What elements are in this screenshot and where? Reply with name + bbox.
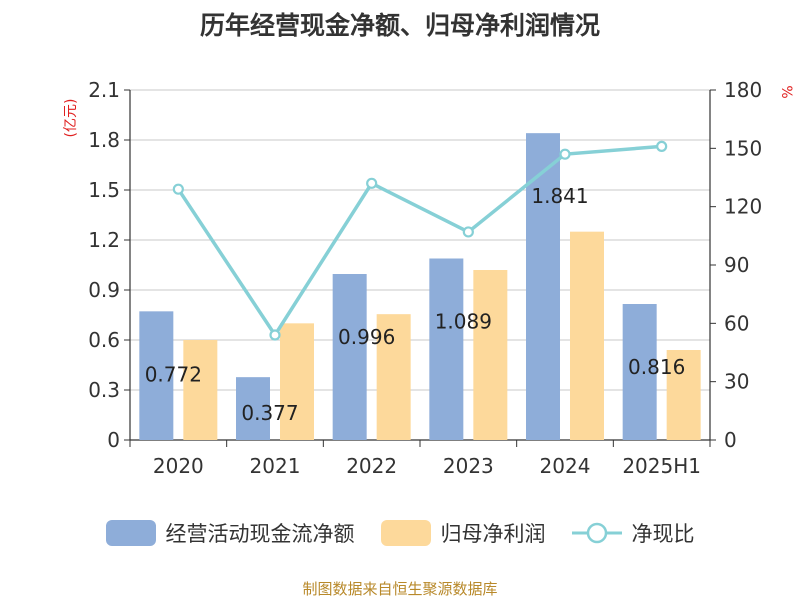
y-right-tick-label: 120	[724, 195, 762, 219]
legend-swatch-net-profit	[380, 520, 431, 546]
bar-cashflow[interactable]	[236, 377, 270, 440]
point-ratio[interactable]	[269, 329, 281, 341]
x-tick-label: 2021	[250, 454, 301, 478]
y-right-tick-label: 0	[724, 428, 737, 452]
bar-cashflow[interactable]	[139, 311, 174, 440]
bar-net-profit[interactable]	[570, 231, 604, 440]
y-left-tick-label: 1.2	[88, 228, 120, 252]
y-left-unit-label: (亿元)	[63, 99, 79, 138]
y-right-tick-label: 60	[724, 311, 749, 335]
x-tick-label: 2022	[346, 454, 397, 478]
x-tick-label: 2023	[443, 454, 494, 478]
y-right-tick-label: 150	[724, 136, 762, 160]
data-label-cashflow: 1.841	[531, 184, 588, 208]
bar-cashflow[interactable]	[429, 258, 464, 441]
data-source-note: 制图数据来自恒生聚源数据库	[302, 580, 498, 598]
legend-item-net-profit[interactable]: 归母净利润	[380, 518, 546, 548]
point-ratio[interactable]	[172, 183, 184, 195]
point-ratio[interactable]	[656, 140, 668, 152]
bar-net-profit[interactable]	[183, 340, 218, 440]
y-left-tick-label: 0.3	[88, 378, 120, 402]
point-ratio[interactable]	[462, 226, 474, 238]
chart-title: 历年经营现金净额、归母净利润情况	[199, 11, 600, 40]
point-ratio[interactable]	[366, 177, 378, 189]
chart-canvas: 0 0.3 0.6 0.9 1.2 1.5 1.8 2.1 0 30 60 90 120 150 180 (亿…	[63, 78, 794, 478]
line-ratio	[176, 144, 662, 339]
legend-label-ratio: 净现比	[631, 522, 695, 546]
data-label-cashflow: 0.377	[241, 401, 298, 425]
data-label-cashflow: 1.089	[435, 310, 492, 334]
y-left-tick-label: 2.1	[88, 78, 120, 102]
bar-cashflow[interactable]	[526, 133, 560, 440]
legend: 经营活动现金流净额 归母净利润 净现比	[0, 518, 800, 548]
legend-label-net-profit: 归母净利润	[440, 522, 546, 546]
y-right-tick-label: 90	[724, 253, 749, 277]
bar-net-profit[interactable]	[280, 323, 314, 440]
y-left-tick-label: 0.9	[88, 278, 120, 302]
legend-swatch-ratio	[571, 522, 622, 544]
point-ratio[interactable]	[559, 148, 571, 160]
bar-net-profit[interactable]	[473, 270, 508, 440]
y-left-tick-label: 0.6	[88, 328, 120, 352]
y-right-unit-label: %	[778, 85, 794, 98]
bar-cashflow[interactable]	[332, 274, 367, 440]
legend-item-ratio[interactable]: 净现比	[571, 518, 695, 548]
bar-net-profit[interactable]	[376, 314, 411, 440]
x-tick-label: 2025H1	[622, 454, 701, 478]
legend-swatch-cashflow	[105, 520, 156, 546]
x-tick-label: 2024	[540, 454, 591, 478]
x-tick-label: 2020	[153, 454, 204, 478]
y-left-tick-label: 1.5	[88, 178, 120, 202]
y-left-tick-label: 1.8	[88, 128, 120, 152]
y-right-tick-label: 180	[724, 78, 762, 102]
y-left-tick-label: 0	[107, 428, 120, 452]
bar-net-profit[interactable]	[666, 350, 701, 440]
data-label-cashflow: 0.996	[338, 325, 395, 349]
legend-item-cashflow[interactable]: 经营活动现金流净额	[105, 518, 355, 548]
bar-cashflow[interactable]	[622, 304, 657, 440]
data-label-cashflow: 0.816	[628, 355, 685, 379]
data-label-cashflow: 0.772	[145, 362, 202, 386]
legend-label-cashflow: 经营活动现金流净额	[165, 522, 355, 546]
y-right-tick-label: 30	[724, 370, 749, 394]
